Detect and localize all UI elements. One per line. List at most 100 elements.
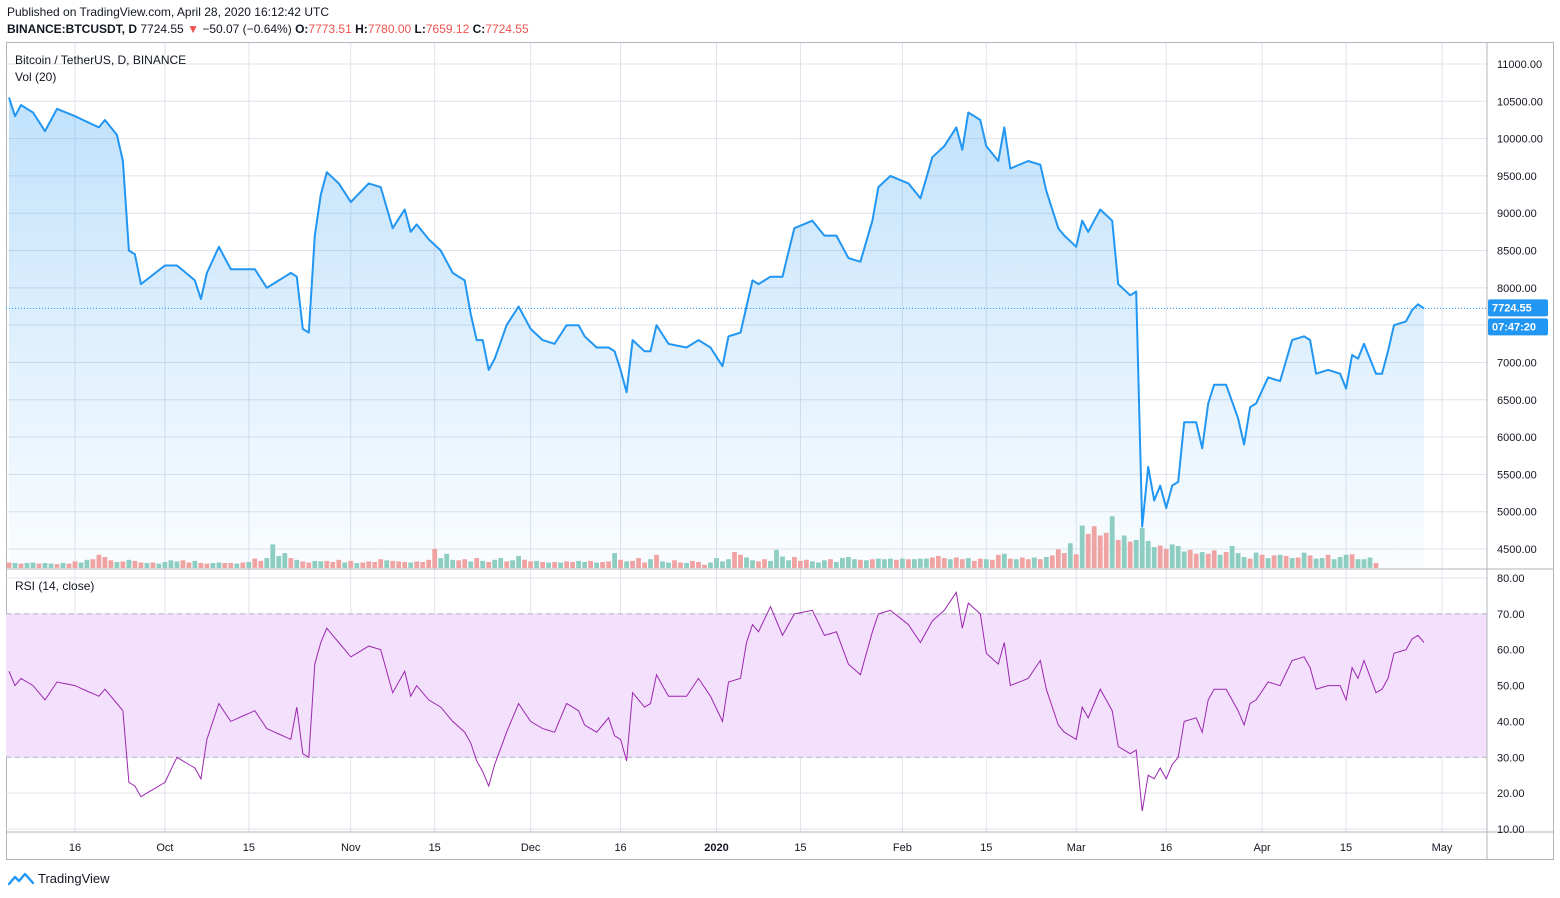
open-label: O: — [295, 22, 309, 36]
close-value: 7724.55 — [485, 22, 529, 36]
price-tick-label: 6000.00 — [1497, 432, 1537, 444]
volume-bar — [540, 562, 545, 569]
volume-bar — [810, 561, 815, 568]
volume-bar — [1241, 557, 1247, 568]
rsi-axis-labels: 80.00 70.00 60.00 50.00 40.00 30.00 20.00 10.00 — [1497, 573, 1525, 836]
volume-bar — [1067, 543, 1073, 569]
volume-bar — [690, 560, 695, 569]
volume-bar — [1283, 555, 1289, 568]
volume-bar — [762, 559, 767, 568]
volume-bar — [1019, 557, 1025, 568]
rsi-tick-label: 70.00 — [1497, 609, 1525, 621]
volume-bar — [1031, 557, 1037, 568]
volume-bar — [1037, 559, 1043, 568]
volume-bar — [66, 563, 72, 568]
volume-bar — [90, 559, 96, 568]
volume-bar — [312, 560, 318, 569]
volume-bar — [444, 553, 450, 568]
volume-bar — [1085, 533, 1091, 568]
volume-bar — [126, 559, 132, 569]
time-tick-label: 15 — [794, 842, 806, 854]
volume-bar — [1055, 549, 1061, 568]
volume-bar — [1367, 557, 1373, 568]
time-tick-label: 16 — [614, 842, 626, 854]
volume-bar — [1097, 535, 1103, 568]
volume-bar — [840, 558, 845, 568]
volume-bar — [306, 562, 312, 568]
volume-bar — [708, 562, 713, 568]
volume-bar — [600, 562, 605, 569]
volume-bar — [876, 558, 881, 568]
volume-bar — [768, 560, 773, 569]
volume-bar — [1259, 554, 1265, 568]
rsi-tick-label: 60.00 — [1497, 645, 1525, 657]
volume-bar — [204, 563, 210, 568]
main-legend: Bitcoin / TetherUS, D, BINANCE — [15, 53, 186, 67]
volume-bar — [834, 562, 839, 569]
quote-bar: BINANCE:BTCUSDT, D 7724.55 ▼ −50.07 (−0.… — [7, 22, 529, 36]
volume-bar — [1001, 553, 1007, 568]
volume-bar — [324, 560, 330, 569]
volume-bar — [1043, 557, 1049, 568]
volume-bar — [684, 563, 689, 568]
volume-bar — [1301, 552, 1307, 568]
time-tick-label: 15 — [1340, 842, 1352, 854]
rsi-tick-label: 80.00 — [1497, 573, 1525, 585]
high-label: H: — [355, 22, 368, 36]
volume-bar — [168, 560, 174, 568]
time-tick-label: 15 — [429, 842, 441, 854]
volume-bar — [588, 560, 593, 569]
volume-bar — [1193, 553, 1199, 568]
volume-bar — [534, 560, 539, 569]
volume-bar — [366, 561, 372, 568]
volume-bar — [1007, 558, 1013, 568]
volume-bar — [276, 555, 282, 568]
price-tick-label: 4500.00 — [1497, 544, 1537, 556]
volume-bar — [1199, 552, 1205, 568]
volume-bar — [666, 562, 671, 568]
rsi-line — [8, 590, 1425, 812]
volume-bar — [408, 562, 414, 568]
volume-bar — [929, 557, 935, 568]
volume-bar — [564, 561, 569, 568]
volume-bar — [1289, 558, 1295, 568]
volume-bar — [558, 562, 563, 568]
high-value: 7780.00 — [367, 22, 412, 36]
volume-bar — [995, 554, 1001, 568]
volume-bar — [210, 563, 216, 568]
chart-frame — [6, 42, 1554, 860]
volume-bar — [774, 549, 779, 568]
volume-bar — [246, 562, 252, 569]
volume-bar — [510, 560, 515, 568]
volume-bar — [1355, 559, 1361, 568]
close-label: C: — [472, 22, 486, 36]
volume-bar — [924, 558, 929, 568]
volume-bar — [636, 558, 641, 568]
volume-bar — [618, 559, 623, 569]
volume-bar — [426, 559, 432, 569]
volume-bar — [738, 554, 743, 568]
volume-bar — [1025, 559, 1031, 568]
volume-bar — [6, 562, 12, 568]
volume-bar — [264, 558, 270, 568]
price-tick-label: 11000.00 — [1497, 59, 1542, 71]
time-tick-label: Nov — [341, 842, 361, 854]
volume-bar — [348, 560, 354, 569]
price-tick-label: 5000.00 — [1497, 507, 1537, 519]
volume-bar — [1295, 557, 1301, 568]
time-tick-label: Mar — [1067, 842, 1086, 854]
price-tick-label: 8500.00 — [1497, 246, 1537, 258]
volume-bar — [1127, 541, 1133, 568]
volume-bar — [18, 563, 24, 568]
volume-bar — [270, 544, 276, 568]
volume-bar — [48, 563, 54, 568]
volume-bar — [42, 563, 48, 568]
footer[interactable]: TradingView — [8, 871, 110, 886]
volume-bar — [977, 558, 983, 568]
volume-bar — [1175, 546, 1181, 568]
volume-bar — [1331, 559, 1337, 568]
volume-bar — [300, 561, 306, 568]
volume-bar — [570, 562, 575, 569]
volume-bar — [138, 562, 144, 568]
